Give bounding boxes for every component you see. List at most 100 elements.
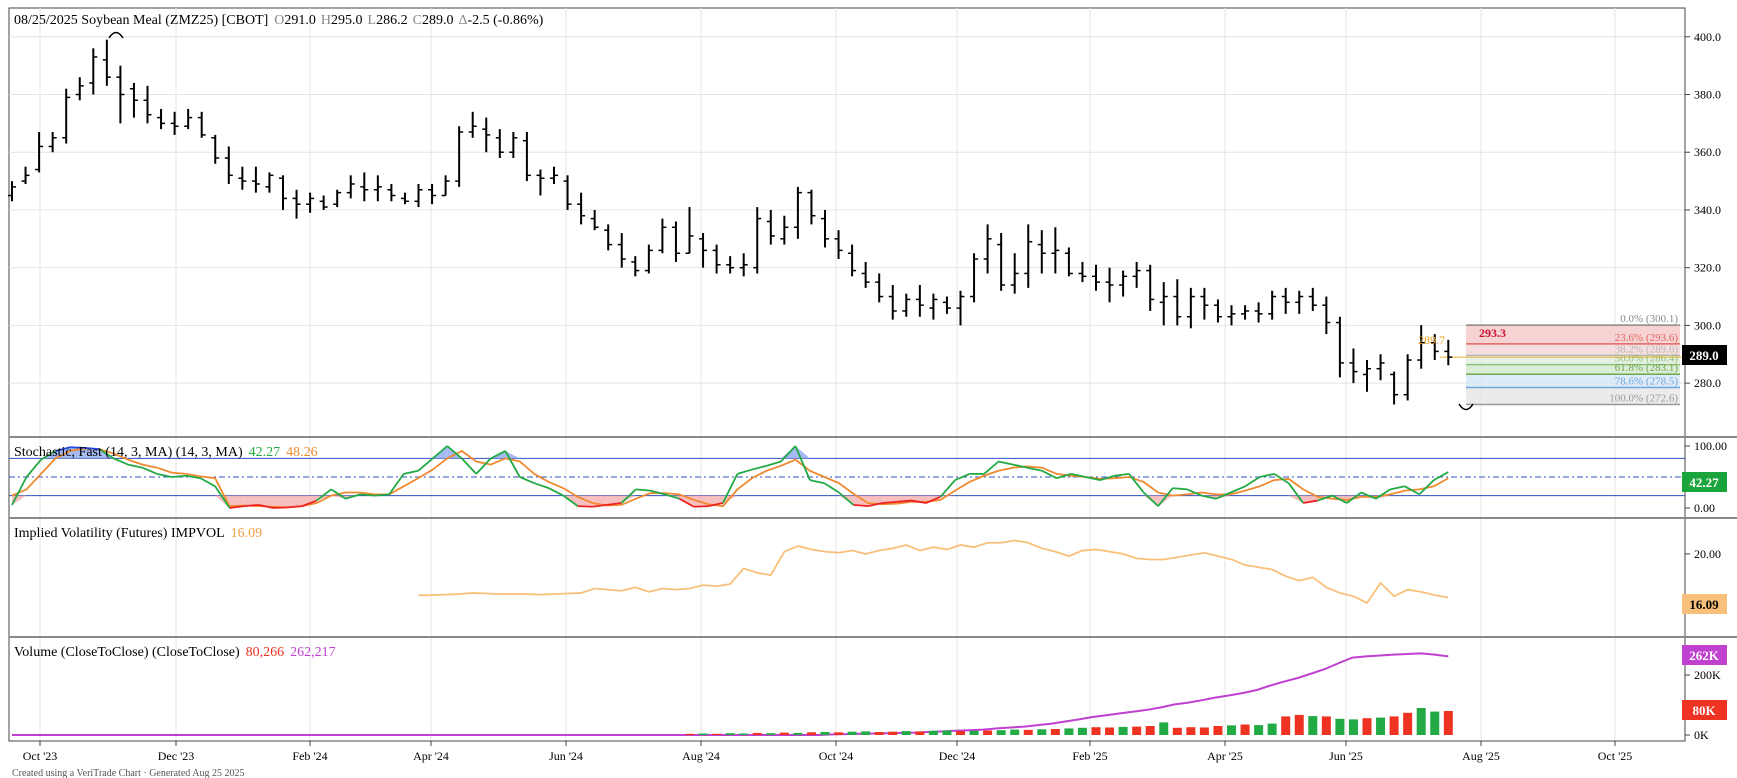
stochastic-k-segment: [417, 457, 434, 472]
x-tick-label: Apr '25: [1207, 749, 1243, 763]
stochastic-k-segment: [853, 504, 869, 508]
chart-title: 08/25/2025 Soybean Meal (ZMZ25) [CBOT] O2…: [14, 13, 544, 28]
stochastic-k-segment: [113, 457, 129, 466]
stochastic-k-segment: [127, 463, 143, 469]
fib-zone: [1466, 325, 1680, 344]
stochastic-k-segment: [156, 473, 172, 478]
stochastic-k-segment: [1186, 488, 1203, 497]
volume-bar: [725, 733, 735, 735]
footer-text: Created using a VeriTrade Chart · Genera…: [12, 768, 244, 778]
stoch-tick-label: 0.00: [1694, 501, 1715, 515]
stochastic-k-segment: [519, 476, 535, 485]
stochastic-k-segment: [98, 448, 115, 460]
iv-badge: [1682, 594, 1727, 614]
volume-bar: [874, 732, 884, 735]
x-tick-label: Apr '24: [413, 749, 449, 763]
price-tick-label: 320.0: [1694, 261, 1721, 275]
stochastic-k-segment: [475, 457, 492, 475]
stochastic-k-segment: [620, 488, 637, 504]
stochastic-k-segment: [345, 493, 361, 500]
volume-badge-label: 80K: [1692, 703, 1716, 718]
stochastic-k-segment: [360, 493, 375, 497]
stochastic-k-segment: [896, 499, 912, 503]
stochastic-k-segment: [1157, 487, 1174, 507]
fib-level-label: 23.6% (293.6): [1615, 332, 1679, 344]
stochastic-k-segment: [533, 482, 550, 490]
stochastic-k-segment: [40, 450, 56, 461]
stochastic-k-segment: [722, 473, 739, 504]
volume-bar: [901, 731, 911, 735]
volume-bar: [1416, 708, 1426, 735]
stochastic-k-segment: [1085, 476, 1101, 481]
volume-bar: [1199, 727, 1209, 735]
stochastic-k-segment: [1201, 494, 1217, 500]
x-axis: Oct '23 Dec '23 Feb '24 Apr '24 Jun '24 Aug '…: [23, 741, 1632, 763]
oversold-shade: [606, 495, 622, 505]
fib-level-label: 0.0% (300.1): [1620, 313, 1678, 325]
price-tick-label: 400.0: [1694, 30, 1721, 44]
oversold-shade: [940, 495, 956, 497]
stochastic-k-segment: [678, 497, 695, 508]
stochastic-k-segment: [737, 468, 753, 475]
fib-level-label: 50.0% (286.4): [1615, 353, 1679, 365]
fib-zone: [1466, 374, 1680, 388]
volume-bar: [956, 731, 965, 735]
iv-line: [418, 539, 1449, 605]
fib-level-label: 61.8% (283.1): [1615, 362, 1679, 374]
fib-level-label: 38.2% (289.6): [1615, 343, 1679, 355]
stochastic-k-segment: [69, 446, 85, 449]
stochastic-k-segment: [258, 504, 274, 509]
stochastic-k-segment: [998, 460, 1014, 466]
stochastic-k-segment: [766, 460, 782, 467]
stochastic-k-segment: [1390, 485, 1405, 491]
volume-bar: [1294, 714, 1304, 735]
fibonacci-retracement: 0.0% (300.1) 23.6% (293.6)38.2% (289.6)50…: [1440, 313, 1685, 406]
stochastic-k-segment: [273, 506, 288, 509]
stochastic-title: Stochastic, Fast (14, 3, MA) (14, 3, MA)…: [14, 445, 318, 460]
volume-bar: [983, 730, 993, 735]
oversold-shade: [244, 495, 259, 507]
stochastic-badge-label: 42.27: [1689, 475, 1719, 490]
oversold-shade: [853, 495, 868, 507]
stochastic-k-segment: [55, 446, 71, 452]
price-tick-label: 360.0: [1694, 145, 1721, 159]
stochastic-k-segment: [1215, 491, 1232, 500]
x-tick-label: Oct '23: [23, 749, 58, 763]
volume-bar: [1321, 716, 1331, 735]
stochastic-k-segment: [1433, 471, 1449, 481]
annotation-293-3: 293.3: [1479, 326, 1506, 340]
oversold-shade: [273, 495, 288, 508]
stochastic-k-segment: [664, 493, 680, 500]
volume-bar: [847, 731, 857, 735]
stochastic-k-segment: [1331, 494, 1348, 504]
volume-bar: [1362, 718, 1372, 735]
oversold-shade: [838, 495, 854, 505]
stochastic-k-segment: [882, 500, 898, 504]
oversold-shade: [302, 495, 317, 507]
x-tick-label: Feb '25: [1072, 749, 1107, 763]
pivot-low-marker: [1458, 403, 1474, 411]
stochastic-k-segment: [200, 477, 216, 488]
volume-tick-label: 200K: [1694, 668, 1721, 682]
volume-bar: [1159, 722, 1169, 735]
stochastic-k-segment: [1230, 485, 1246, 494]
stochastic-k-segment: [1404, 485, 1420, 496]
stochastic-k-segment: [403, 469, 419, 475]
stochastic-k-segment: [84, 446, 100, 450]
stochastic-k-segment: [1317, 494, 1333, 502]
x-tick-label: Oct '24: [819, 749, 854, 763]
stochastic-k-segment: [461, 457, 477, 475]
stochastic-k-segment: [1287, 482, 1304, 504]
stochastic-k-segment: [939, 479, 956, 498]
stochastic-k-segment: [1070, 473, 1086, 478]
stochastic-k-segment: [490, 450, 506, 460]
implied-volatility-panel: [418, 539, 1449, 605]
volume-bar: [1376, 717, 1386, 735]
stochastic-k-segment: [577, 505, 593, 508]
stochastic-k-segment: [751, 464, 767, 471]
fib-zone: [1466, 364, 1680, 375]
stochastic-k-segment: [301, 499, 317, 507]
volume-badge: [1682, 700, 1727, 720]
fib-zone: [1466, 387, 1680, 405]
volume-bar: [1105, 727, 1115, 735]
